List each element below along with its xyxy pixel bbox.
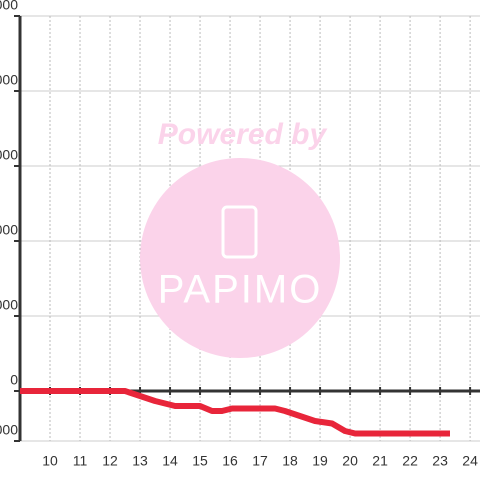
x-tick-label: 10 <box>42 453 58 469</box>
x-tick-label: 24 <box>462 453 478 469</box>
x-tick-label: 16 <box>222 453 238 469</box>
x-tick-label: 12 <box>102 453 118 469</box>
y-tick-label: 0 <box>10 372 18 388</box>
x-tick-label: 23 <box>432 453 448 469</box>
x-tick-label: 11 <box>73 453 88 469</box>
x-tick-label: 22 <box>402 453 418 469</box>
y-tick-label: 60,000 <box>0 222 18 238</box>
y-tick-label: 150,000 <box>0 0 18 13</box>
x-tick-label: 17 <box>252 453 268 469</box>
data-line <box>20 388 450 437</box>
watermark: Powered by PAPIMO <box>140 118 340 358</box>
x-tick-label: 14 <box>162 453 178 469</box>
x-tick-label: 13 <box>132 453 148 469</box>
watermark-logo: PAPIMO <box>158 268 323 312</box>
y-tick-label: 120,000 <box>0 72 18 88</box>
watermark-phone <box>221 205 258 259</box>
y-tick-label: 90,000 <box>0 147 18 163</box>
x-tick-label: 19 <box>312 453 328 469</box>
y-tick-label: 30,000 <box>0 297 18 313</box>
axes: -20,000 0 30,000 60,000 90,000 120,000 150,000… <box>0 0 480 469</box>
x-tick-label: 18 <box>282 453 298 469</box>
x-tick-label: 20 <box>342 453 358 469</box>
x-tick-label: 15 <box>192 453 208 469</box>
x-tick-label: 21 <box>372 453 388 469</box>
y-tick-label: -20,000 <box>0 422 18 438</box>
watermark-text: Powered by <box>158 118 328 151</box>
